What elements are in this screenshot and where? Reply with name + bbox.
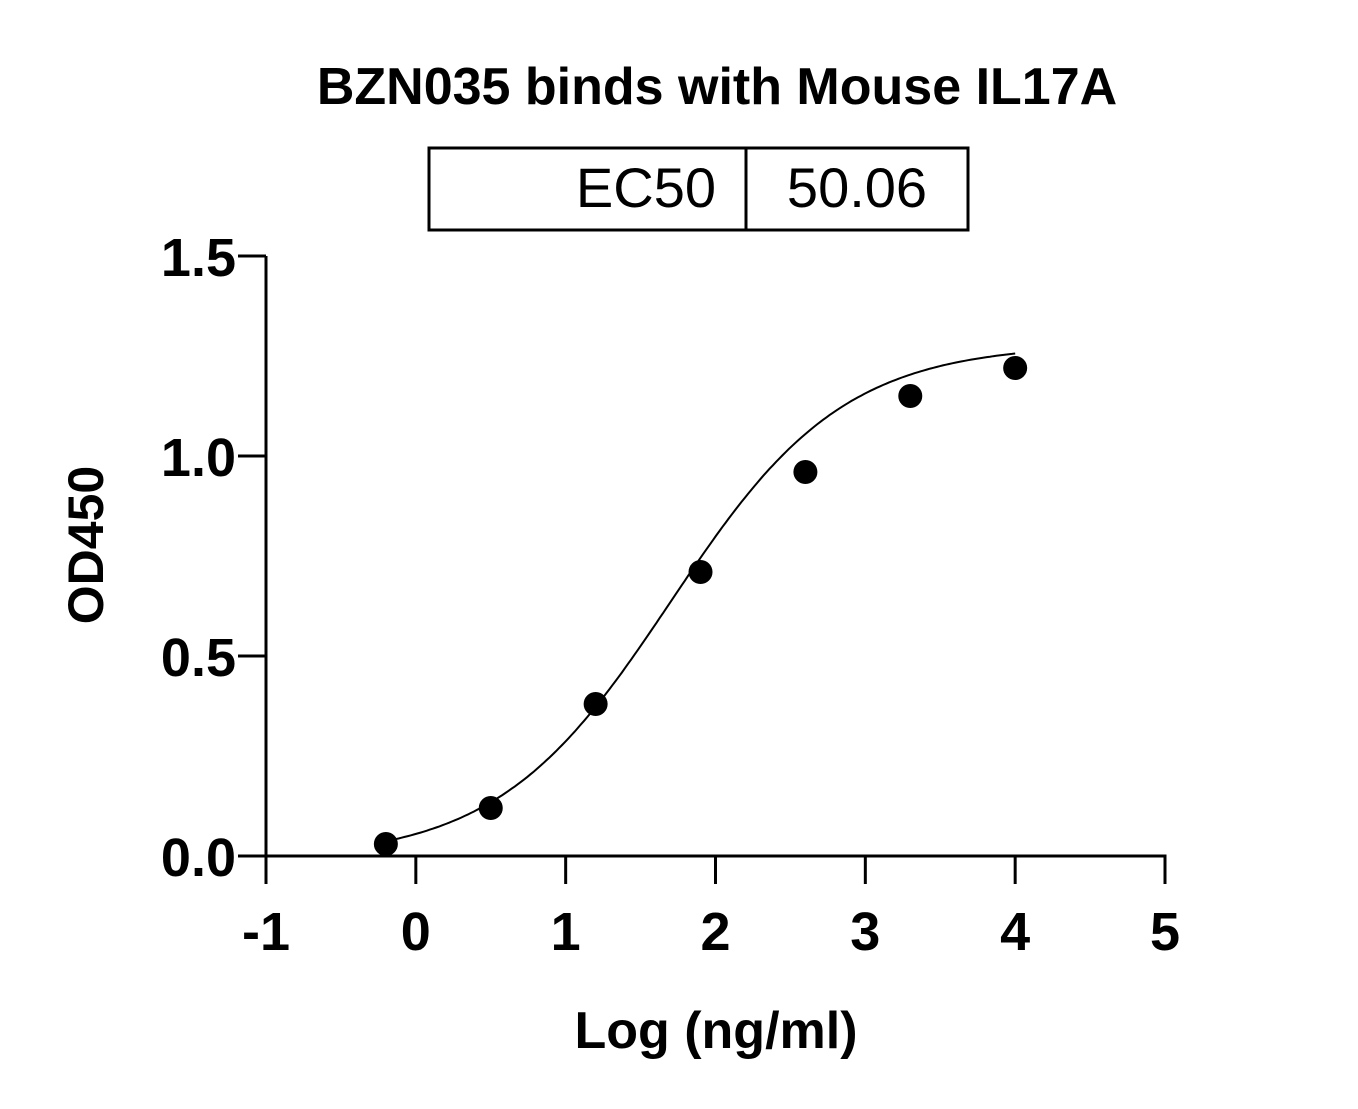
data-point [583, 692, 608, 716]
y-tick-label: 1.0 [161, 428, 236, 488]
chart-title: BZN035 binds with Mouse IL17A [317, 58, 1117, 116]
fit-curve [385, 352, 1016, 843]
x-tick-label: 0 [401, 902, 431, 962]
y-tick-label: 0.0 [161, 828, 236, 888]
x-tick-label: 4 [1000, 902, 1030, 962]
data-point [478, 796, 503, 820]
x-tick-label: 3 [850, 902, 880, 962]
data-point [793, 460, 818, 484]
ec50-label: EC50 [576, 156, 716, 219]
x-axis-label: Log (ng/ml) [574, 1002, 857, 1060]
data-point [688, 560, 713, 584]
data-point [1003, 356, 1028, 380]
y-tick-label: 0.5 [161, 628, 236, 688]
x-tick-label: 2 [700, 902, 730, 962]
y-axis-label: OD450 [58, 466, 114, 624]
ec50-table: EC50 50.06 [427, 146, 970, 232]
x-tick-label: 5 [1150, 902, 1180, 962]
x-tick-label: -1 [242, 902, 290, 962]
y-tick-label: 1.5 [161, 228, 236, 288]
data-point [373, 832, 398, 856]
data-point [898, 384, 923, 408]
x-tick-label: 1 [551, 902, 581, 962]
ec50-value: 50.06 [787, 156, 927, 219]
